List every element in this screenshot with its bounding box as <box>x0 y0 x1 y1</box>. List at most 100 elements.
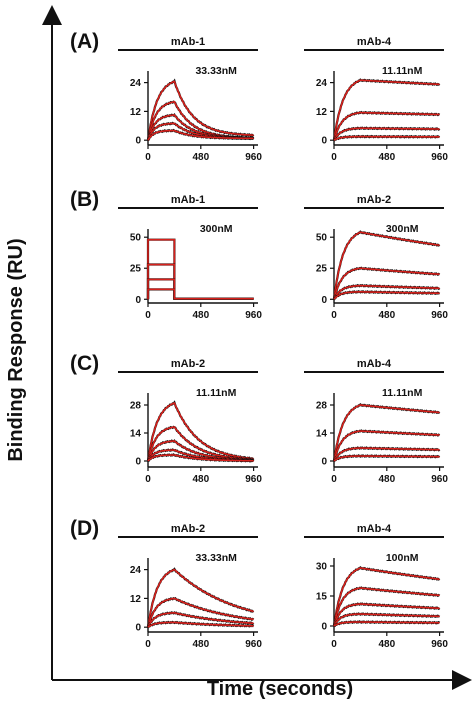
sensorgram-fit-1 <box>147 80 254 141</box>
y-tick-label: 12 <box>316 107 328 118</box>
concentration-label: 300nM <box>200 223 233 235</box>
concentration-label: 11.11nM <box>382 65 423 77</box>
panels-group: (A)(B)(C)(D)mAb-10 480 9600122433.33nMmAb-… <box>70 30 448 650</box>
y-tick-label: 24 <box>316 78 328 89</box>
panel-title: mAb-2 <box>171 523 205 535</box>
sensorgram-fit-3 <box>333 447 440 462</box>
sensorgram-fit-4 <box>147 288 254 300</box>
sensorgram-data-4 <box>146 288 254 300</box>
concentration-label: 11.11nM <box>196 387 237 399</box>
x-tick-label: 0 <box>145 152 151 163</box>
sensorgram-fit-1 <box>333 231 440 300</box>
sensorgram-fit-1 <box>333 79 440 141</box>
sensorgram-fit-5 <box>147 454 254 462</box>
sensorgram-fit-3 <box>333 127 440 141</box>
concentration-label: 33.33nM <box>195 552 237 564</box>
y-tick-label: 12 <box>130 107 142 118</box>
x-tick-label: 0 <box>145 474 151 485</box>
sensorgram-fit-2 <box>333 587 440 627</box>
panel-7: mAb-2 0 480 960 0 12 24 33.33nM <box>118 523 262 650</box>
y-tick-label: 12 <box>130 594 142 605</box>
y-tick-label: 28 <box>130 401 142 412</box>
x-tick-label: 480 <box>378 310 395 321</box>
panel-3: mAb-1 0 480 960 0 25 50 300nM <box>118 194 262 321</box>
x-axis-title: Time (seconds) <box>207 678 353 700</box>
panel-1: mAb-1 0 480 960 0 12 24 33.33nM <box>118 36 262 163</box>
sensorgram-fit-3 <box>333 284 440 300</box>
x-tick-label: 0 <box>331 152 337 163</box>
sensorgram-fit-2 <box>333 267 440 300</box>
sensorgram-fit-4 <box>333 613 440 627</box>
panel-letter-c: (C) <box>70 352 99 375</box>
y-axis-title: Binding Response (RU) <box>5 238 27 461</box>
x-tick-label: 0 <box>331 474 337 485</box>
panel-5: mAb-2 0 480 960 0 14 28 11.11nM <box>118 358 262 485</box>
sensorgram-fit-2 <box>333 111 440 141</box>
y-tick-label: 50 <box>316 233 328 244</box>
y-tick-label: 25 <box>130 264 142 275</box>
sensorgram-fit-2 <box>147 263 254 300</box>
panel-title: mAb-2 <box>357 194 391 206</box>
sensorgram-fit-1 <box>147 568 254 628</box>
sensorgram-fit-5 <box>147 129 254 141</box>
sensorgram-fit-1 <box>333 404 440 462</box>
y-tick-label: 0 <box>135 457 141 468</box>
y-tick-label: 0 <box>135 136 141 147</box>
x-tick-label: 480 <box>192 310 209 321</box>
x-tick-label: 480 <box>378 639 395 650</box>
sensorgram-fit-3 <box>333 603 440 627</box>
y-tick-label: 0 <box>321 295 327 306</box>
panel-8: mAb-4 0 480 960 0 15 30 100nM <box>304 523 448 650</box>
x-tick-label: 480 <box>192 474 209 485</box>
y-tick-label: 0 <box>321 457 327 468</box>
sensorgram-fit-4 <box>333 135 440 141</box>
sensorgram-fit-2 <box>147 597 254 628</box>
y-tick-label: 0 <box>135 623 141 634</box>
x-tick-label: 960 <box>245 639 262 650</box>
y-tick-label: 50 <box>130 233 142 244</box>
x-tick-label: 0 <box>145 310 151 321</box>
panel-letter-d: (D) <box>70 517 99 540</box>
y-tick-label: 0 <box>321 136 327 147</box>
y-tick-label: 14 <box>316 429 328 440</box>
x-tick-label: 480 <box>378 152 395 163</box>
concentration-label: 33.33nM <box>195 65 237 77</box>
panel-title: mAb-4 <box>357 36 392 48</box>
x-tick-label: 960 <box>245 474 262 485</box>
panel-title: mAb-4 <box>357 523 392 535</box>
sensorgram-fit-4 <box>147 621 254 628</box>
panel-letter-a: (A) <box>70 30 99 53</box>
sensorgram-fit-5 <box>333 621 440 627</box>
panel-2: mAb-4 0 480 960 0 12 24 11.11nM <box>304 36 448 163</box>
x-tick-label: 480 <box>378 474 395 485</box>
panel-title: mAb-4 <box>357 358 392 370</box>
y-tick-label: 14 <box>130 429 142 440</box>
y-tick-label: 0 <box>135 295 141 306</box>
y-tick-label: 24 <box>130 565 142 576</box>
y-tick-label: 24 <box>130 78 142 89</box>
x-tick-label: 960 <box>245 152 262 163</box>
concentration-label: 300nM <box>386 223 419 235</box>
sensorgram-fit-3 <box>147 611 254 628</box>
y-tick-label: 30 <box>316 562 328 573</box>
panel-title: mAb-1 <box>171 36 205 48</box>
sensorgram-fit-1 <box>333 567 440 627</box>
y-tick-label: 28 <box>316 401 328 412</box>
sensorgram-fit-1 <box>147 401 254 462</box>
sensorgram-data-2 <box>146 263 254 300</box>
y-tick-label: 0 <box>321 622 327 633</box>
x-tick-label: 0 <box>331 310 337 321</box>
panel-title: mAb-1 <box>171 194 205 206</box>
x-tick-label: 960 <box>431 474 448 485</box>
y-tick-label: 15 <box>316 592 328 603</box>
panel-title: mAb-2 <box>171 358 205 370</box>
concentration-label: 100nM <box>386 552 419 564</box>
x-tick-label: 480 <box>192 152 209 163</box>
x-tick-label: 0 <box>145 639 151 650</box>
x-tick-label: 960 <box>431 310 448 321</box>
x-tick-label: 960 <box>431 639 448 650</box>
panel-letter-b: (B) <box>70 188 99 211</box>
concentration-label: 11.11nM <box>382 387 423 399</box>
sensorgram-fit-4 <box>333 291 440 300</box>
